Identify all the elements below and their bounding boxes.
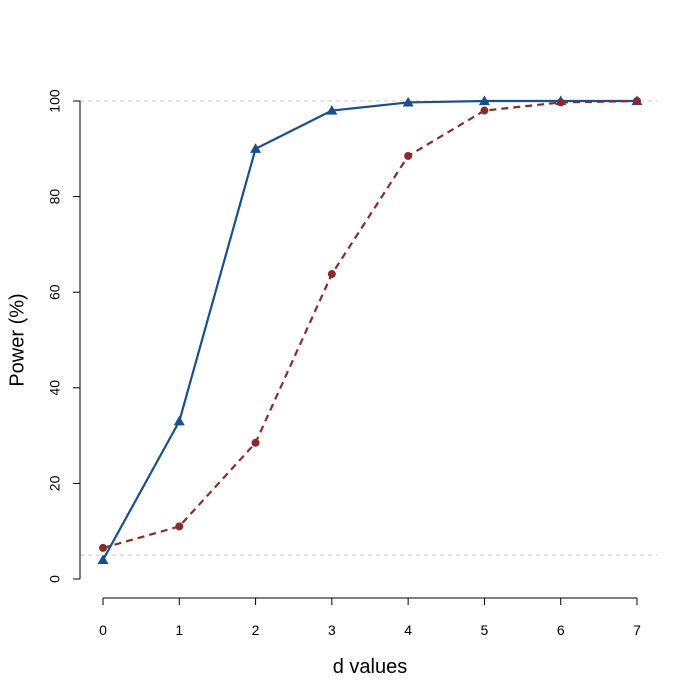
series-0-point-1 [173, 415, 185, 426]
x-tick-label-1: 1 [175, 622, 183, 638]
x-ticks: 0 1 2 3 4 5 6 7 [99, 598, 641, 638]
y-tick-label-4: 80 [47, 189, 63, 205]
series-0-point-5 [478, 95, 490, 106]
series-0-point-2 [250, 143, 262, 153]
series-1-point-7 [633, 97, 641, 105]
x-tick-label-5: 5 [481, 622, 489, 638]
x-tick-label-7: 7 [633, 622, 641, 638]
series-1-point-3 [327, 270, 336, 279]
series-0-point-4 [402, 96, 414, 107]
series-layer [97, 95, 643, 565]
series-0-point-0 [97, 554, 109, 565]
x-axis-title: d values [333, 656, 408, 678]
reference-lines [80, 100, 657, 556]
series-1-point-6 [556, 98, 565, 107]
x-tick-label-2: 2 [252, 622, 260, 638]
y-tick-label-1: 20 [47, 475, 63, 491]
x-tick-label-3: 3 [328, 622, 336, 638]
series-1-point-0 [99, 543, 107, 552]
x-tick-label-0: 0 [99, 622, 107, 638]
series-1 [99, 97, 641, 552]
y-ticks: 0 20 40 60 80 100 [47, 89, 80, 583]
series-1-point-5 [480, 106, 489, 115]
y-tick-label-5: 100 [47, 89, 63, 113]
series-1-line [102, 99, 638, 549]
series-0-line [102, 99, 637, 561]
series-0-point-3 [326, 105, 338, 115]
y-tick-label-2: 40 [47, 380, 63, 396]
series-1-point-1 [175, 522, 184, 531]
x-tick-label-4: 4 [404, 622, 412, 638]
x-tick-label-6: 6 [557, 622, 565, 638]
series-1-point-2 [251, 438, 260, 447]
y-tick-label-0: 0 [47, 575, 63, 583]
series-1-point-4 [404, 151, 413, 160]
series-0 [97, 95, 643, 565]
y-tick-label-3: 60 [47, 284, 63, 300]
y-axis-title: Power (%) [6, 293, 28, 386]
